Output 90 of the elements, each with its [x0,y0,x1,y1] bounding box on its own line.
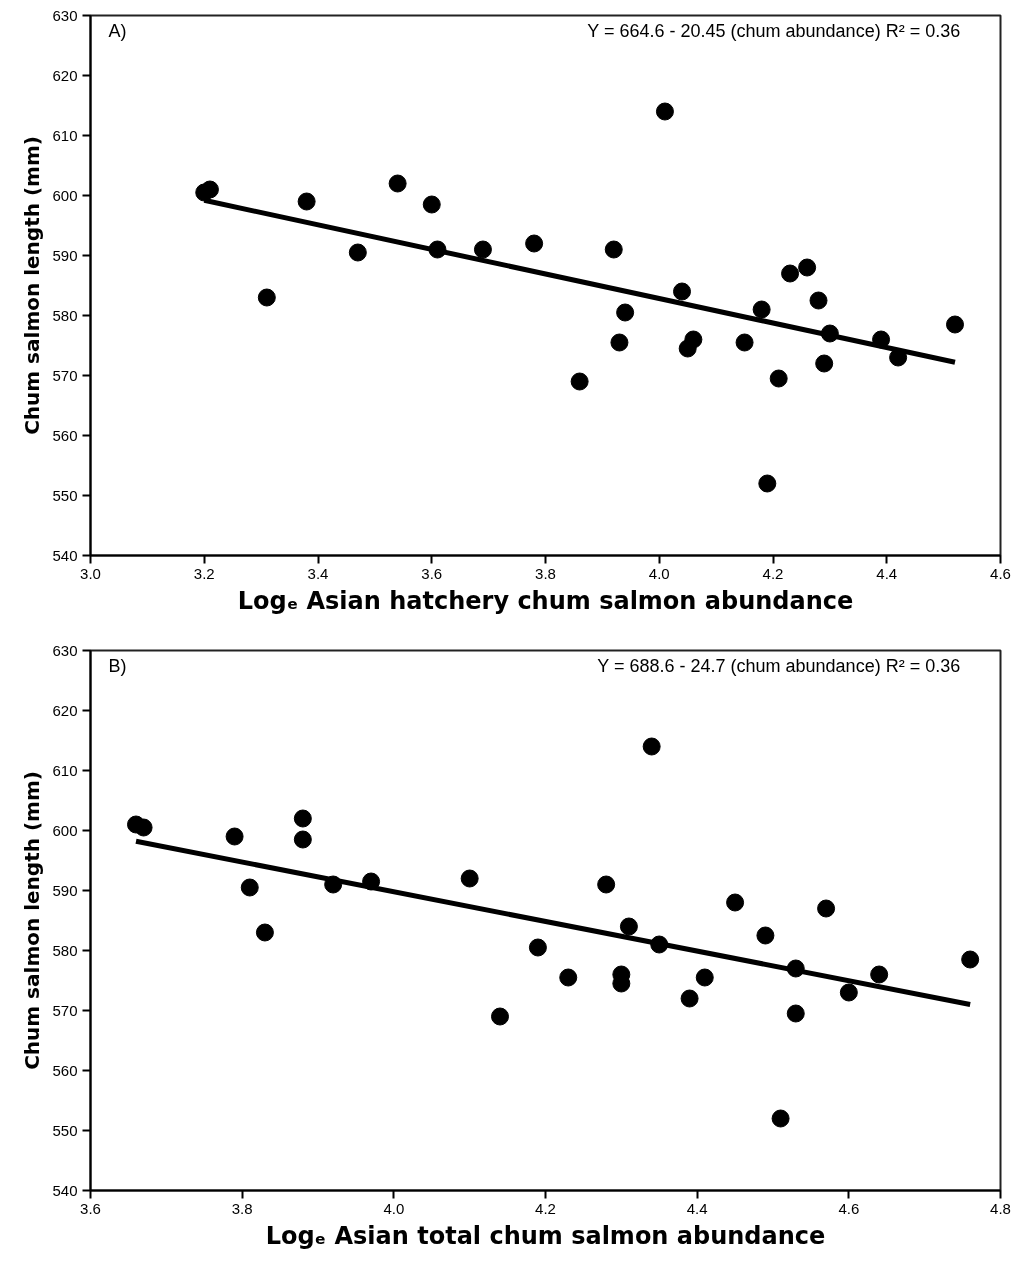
x-tick-label: 3.8 [231,1199,253,1217]
y-tick-label: 540 [52,546,78,564]
y-tick-label: 610 [52,761,78,779]
x-axis-title: Logₑ Asian total chum salmon abundance [265,1221,826,1250]
point [293,830,312,849]
y-tick-label: 610 [52,126,78,144]
y-tick-label: 600 [52,821,78,839]
point [798,258,817,277]
point [619,917,638,936]
x-tick-label: 3.2 [193,564,215,582]
x-tick-label: 4.6 [990,564,1011,582]
x-tick-label: 4.0 [648,564,670,582]
x-tick-label: 4.4 [686,1199,708,1217]
x-tick-label: 4.0 [383,1199,405,1217]
point [684,330,703,349]
y-tick-label: 570 [52,1001,78,1019]
point [752,300,771,319]
point [769,369,788,388]
point [781,264,800,283]
point [297,192,316,211]
point [673,282,691,301]
x-tick-label: 4.6 [838,1199,860,1217]
point [610,333,629,352]
x-tick-label: 4.8 [990,1199,1011,1217]
point [695,968,714,987]
point [491,1007,509,1026]
annotation: Y = 664.6 - 20.45 (chum abundance) R² = 0.36 [587,20,961,41]
annotation: B) [108,655,127,676]
x-tick-label: 4.2 [762,564,784,582]
point [870,965,889,984]
point [839,983,858,1002]
point [255,923,274,942]
y-tick-label: 600 [52,186,78,204]
point [726,893,745,912]
y-tick-label: 570 [52,366,78,384]
point [473,240,492,259]
x-tick-label: 3.6 [80,1199,101,1217]
y-tick-label: 630 [52,6,78,24]
y-tick-label: 620 [52,66,78,84]
point [225,827,244,846]
point [348,243,367,262]
point [946,315,964,334]
point [422,195,441,214]
y-axis-title: Chum salmon length (mm) [20,136,45,435]
point [756,926,775,945]
point [786,1004,805,1023]
point [642,737,661,756]
annotation: Y = 688.6 - 24.7 (chum abundance) R² = 0.36 [597,655,961,676]
y-tick-label: 590 [52,246,78,264]
point [604,240,623,259]
y-tick-label: 580 [52,306,78,324]
point [817,899,836,918]
x-tick-label: 3.8 [535,564,556,582]
point [388,174,407,193]
point [961,950,980,969]
point [460,869,479,888]
point [735,333,754,352]
x-axis-title: Logₑ Asian hatchery chum salmon abundance [237,586,854,615]
point [257,288,276,307]
point [758,474,777,493]
point [293,809,312,828]
point [570,372,589,391]
point [771,1109,790,1128]
x-tick-label: 3.0 [80,564,101,582]
y-tick-label: 590 [52,881,78,899]
y-tick-label: 620 [52,701,78,719]
y-tick-label: 540 [52,1181,78,1199]
annotation: A) [108,20,127,41]
point [559,968,578,987]
y-tick-label: 560 [52,426,78,444]
point [525,234,544,253]
point [655,102,674,121]
point [134,818,153,837]
point [597,875,616,894]
point [240,878,259,897]
point [680,989,699,1008]
x-tick-label: 4.2 [535,1199,556,1217]
point [616,303,635,322]
point [809,291,828,310]
point [528,938,547,957]
y-tick-label: 550 [52,486,78,504]
y-tick-label: 550 [52,1121,78,1139]
x-tick-label: 4.4 [876,564,898,582]
y-axis-title: Chum salmon length (mm) [20,771,45,1070]
y-tick-label: 560 [52,1061,78,1079]
y-tick-label: 630 [52,641,78,659]
point [815,354,834,373]
x-tick-label: 3.6 [421,564,443,582]
x-tick-label: 3.4 [307,564,329,582]
y-tick-label: 580 [52,941,78,959]
